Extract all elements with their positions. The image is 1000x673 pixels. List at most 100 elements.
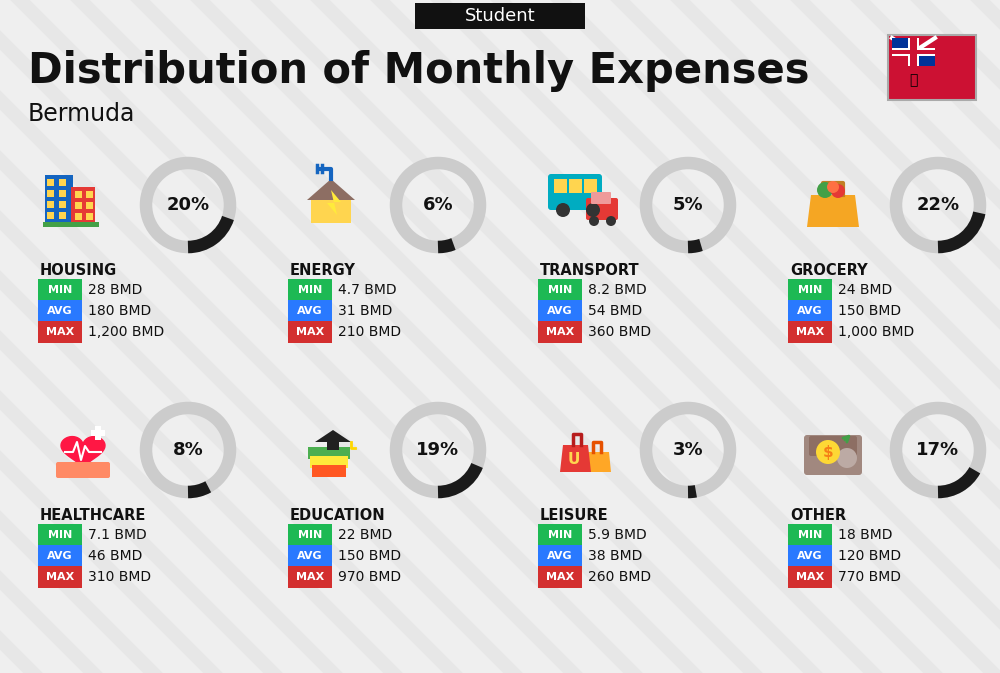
FancyBboxPatch shape [788, 279, 832, 301]
FancyBboxPatch shape [288, 321, 332, 343]
FancyBboxPatch shape [45, 175, 73, 223]
Text: 4.7 BMD: 4.7 BMD [338, 283, 397, 297]
FancyBboxPatch shape [538, 279, 582, 301]
Text: AVG: AVG [297, 551, 323, 561]
FancyBboxPatch shape [288, 545, 332, 567]
Text: 7.1 BMD: 7.1 BMD [88, 528, 147, 542]
Polygon shape [311, 187, 351, 223]
FancyBboxPatch shape [788, 300, 832, 322]
FancyBboxPatch shape [892, 38, 914, 52]
FancyBboxPatch shape [586, 198, 618, 220]
FancyBboxPatch shape [95, 426, 101, 440]
Text: MAX: MAX [546, 572, 574, 582]
FancyBboxPatch shape [538, 545, 582, 567]
FancyBboxPatch shape [59, 190, 66, 197]
Circle shape [817, 182, 833, 198]
FancyBboxPatch shape [312, 465, 346, 477]
Polygon shape [807, 195, 859, 227]
FancyBboxPatch shape [86, 213, 93, 220]
FancyBboxPatch shape [415, 3, 585, 29]
FancyBboxPatch shape [288, 300, 332, 322]
Text: 150 BMD: 150 BMD [838, 304, 901, 318]
Polygon shape [560, 445, 591, 472]
FancyBboxPatch shape [788, 321, 832, 343]
FancyBboxPatch shape [75, 213, 82, 220]
Text: 46 BMD: 46 BMD [88, 549, 142, 563]
Text: MAX: MAX [296, 327, 324, 337]
Polygon shape [61, 437, 105, 469]
FancyBboxPatch shape [788, 566, 832, 588]
FancyBboxPatch shape [788, 545, 832, 567]
Text: 150 BMD: 150 BMD [338, 549, 401, 563]
FancyBboxPatch shape [59, 212, 66, 219]
Text: 🦁: 🦁 [909, 73, 918, 87]
FancyBboxPatch shape [59, 201, 66, 208]
FancyBboxPatch shape [538, 566, 582, 588]
Text: 120 BMD: 120 BMD [838, 549, 901, 563]
Text: EDUCATION: EDUCATION [290, 508, 386, 523]
Polygon shape [583, 452, 611, 472]
Text: 54 BMD: 54 BMD [588, 304, 642, 318]
Text: 3%: 3% [673, 441, 703, 459]
Text: 260 BMD: 260 BMD [588, 570, 651, 584]
FancyBboxPatch shape [47, 179, 54, 186]
FancyBboxPatch shape [47, 201, 54, 208]
Text: 20%: 20% [166, 196, 210, 214]
FancyBboxPatch shape [47, 212, 54, 219]
Polygon shape [307, 179, 355, 200]
Text: 19%: 19% [416, 441, 460, 459]
FancyBboxPatch shape [888, 35, 976, 100]
FancyBboxPatch shape [892, 66, 935, 94]
Text: 8%: 8% [173, 441, 203, 459]
FancyBboxPatch shape [788, 524, 832, 546]
FancyBboxPatch shape [86, 191, 93, 198]
Text: MAX: MAX [296, 572, 324, 582]
FancyBboxPatch shape [56, 462, 110, 478]
FancyBboxPatch shape [38, 524, 82, 546]
Circle shape [589, 216, 599, 226]
FancyBboxPatch shape [38, 279, 82, 301]
Text: MAX: MAX [546, 327, 574, 337]
FancyBboxPatch shape [910, 38, 917, 66]
Text: 28 BMD: 28 BMD [88, 283, 142, 297]
FancyBboxPatch shape [327, 442, 339, 450]
FancyBboxPatch shape [892, 48, 935, 57]
Text: 1,000 BMD: 1,000 BMD [838, 325, 914, 339]
FancyBboxPatch shape [538, 300, 582, 322]
Circle shape [606, 216, 616, 226]
Text: 6%: 6% [423, 196, 453, 214]
Text: 1,200 BMD: 1,200 BMD [88, 325, 164, 339]
Text: MIN: MIN [548, 285, 572, 295]
FancyBboxPatch shape [892, 50, 935, 55]
Text: AVG: AVG [47, 306, 73, 316]
FancyBboxPatch shape [288, 524, 332, 546]
Text: Distribution of Monthly Expenses: Distribution of Monthly Expenses [28, 50, 810, 92]
Text: 180 BMD: 180 BMD [88, 304, 151, 318]
FancyBboxPatch shape [59, 179, 66, 186]
FancyBboxPatch shape [38, 545, 82, 567]
Text: MIN: MIN [548, 530, 572, 540]
FancyBboxPatch shape [43, 222, 99, 227]
Polygon shape [315, 430, 351, 442]
Text: MAX: MAX [46, 572, 74, 582]
Text: LEISURE: LEISURE [540, 508, 609, 523]
Text: MIN: MIN [298, 285, 322, 295]
FancyBboxPatch shape [86, 202, 93, 209]
Text: 5%: 5% [673, 196, 703, 214]
Polygon shape [327, 190, 341, 215]
FancyBboxPatch shape [288, 566, 332, 588]
Text: 210 BMD: 210 BMD [338, 325, 401, 339]
FancyBboxPatch shape [914, 52, 935, 66]
Text: HOUSING: HOUSING [40, 263, 117, 278]
FancyBboxPatch shape [91, 430, 105, 436]
Text: AVG: AVG [47, 551, 73, 561]
Text: 17%: 17% [916, 441, 960, 459]
Text: AVG: AVG [547, 306, 573, 316]
Text: 770 BMD: 770 BMD [838, 570, 901, 584]
Text: Bermuda: Bermuda [28, 102, 135, 126]
FancyBboxPatch shape [538, 321, 582, 343]
Text: OTHER: OTHER [790, 508, 846, 523]
Text: 310 BMD: 310 BMD [88, 570, 151, 584]
FancyBboxPatch shape [308, 447, 350, 459]
FancyBboxPatch shape [591, 192, 611, 204]
